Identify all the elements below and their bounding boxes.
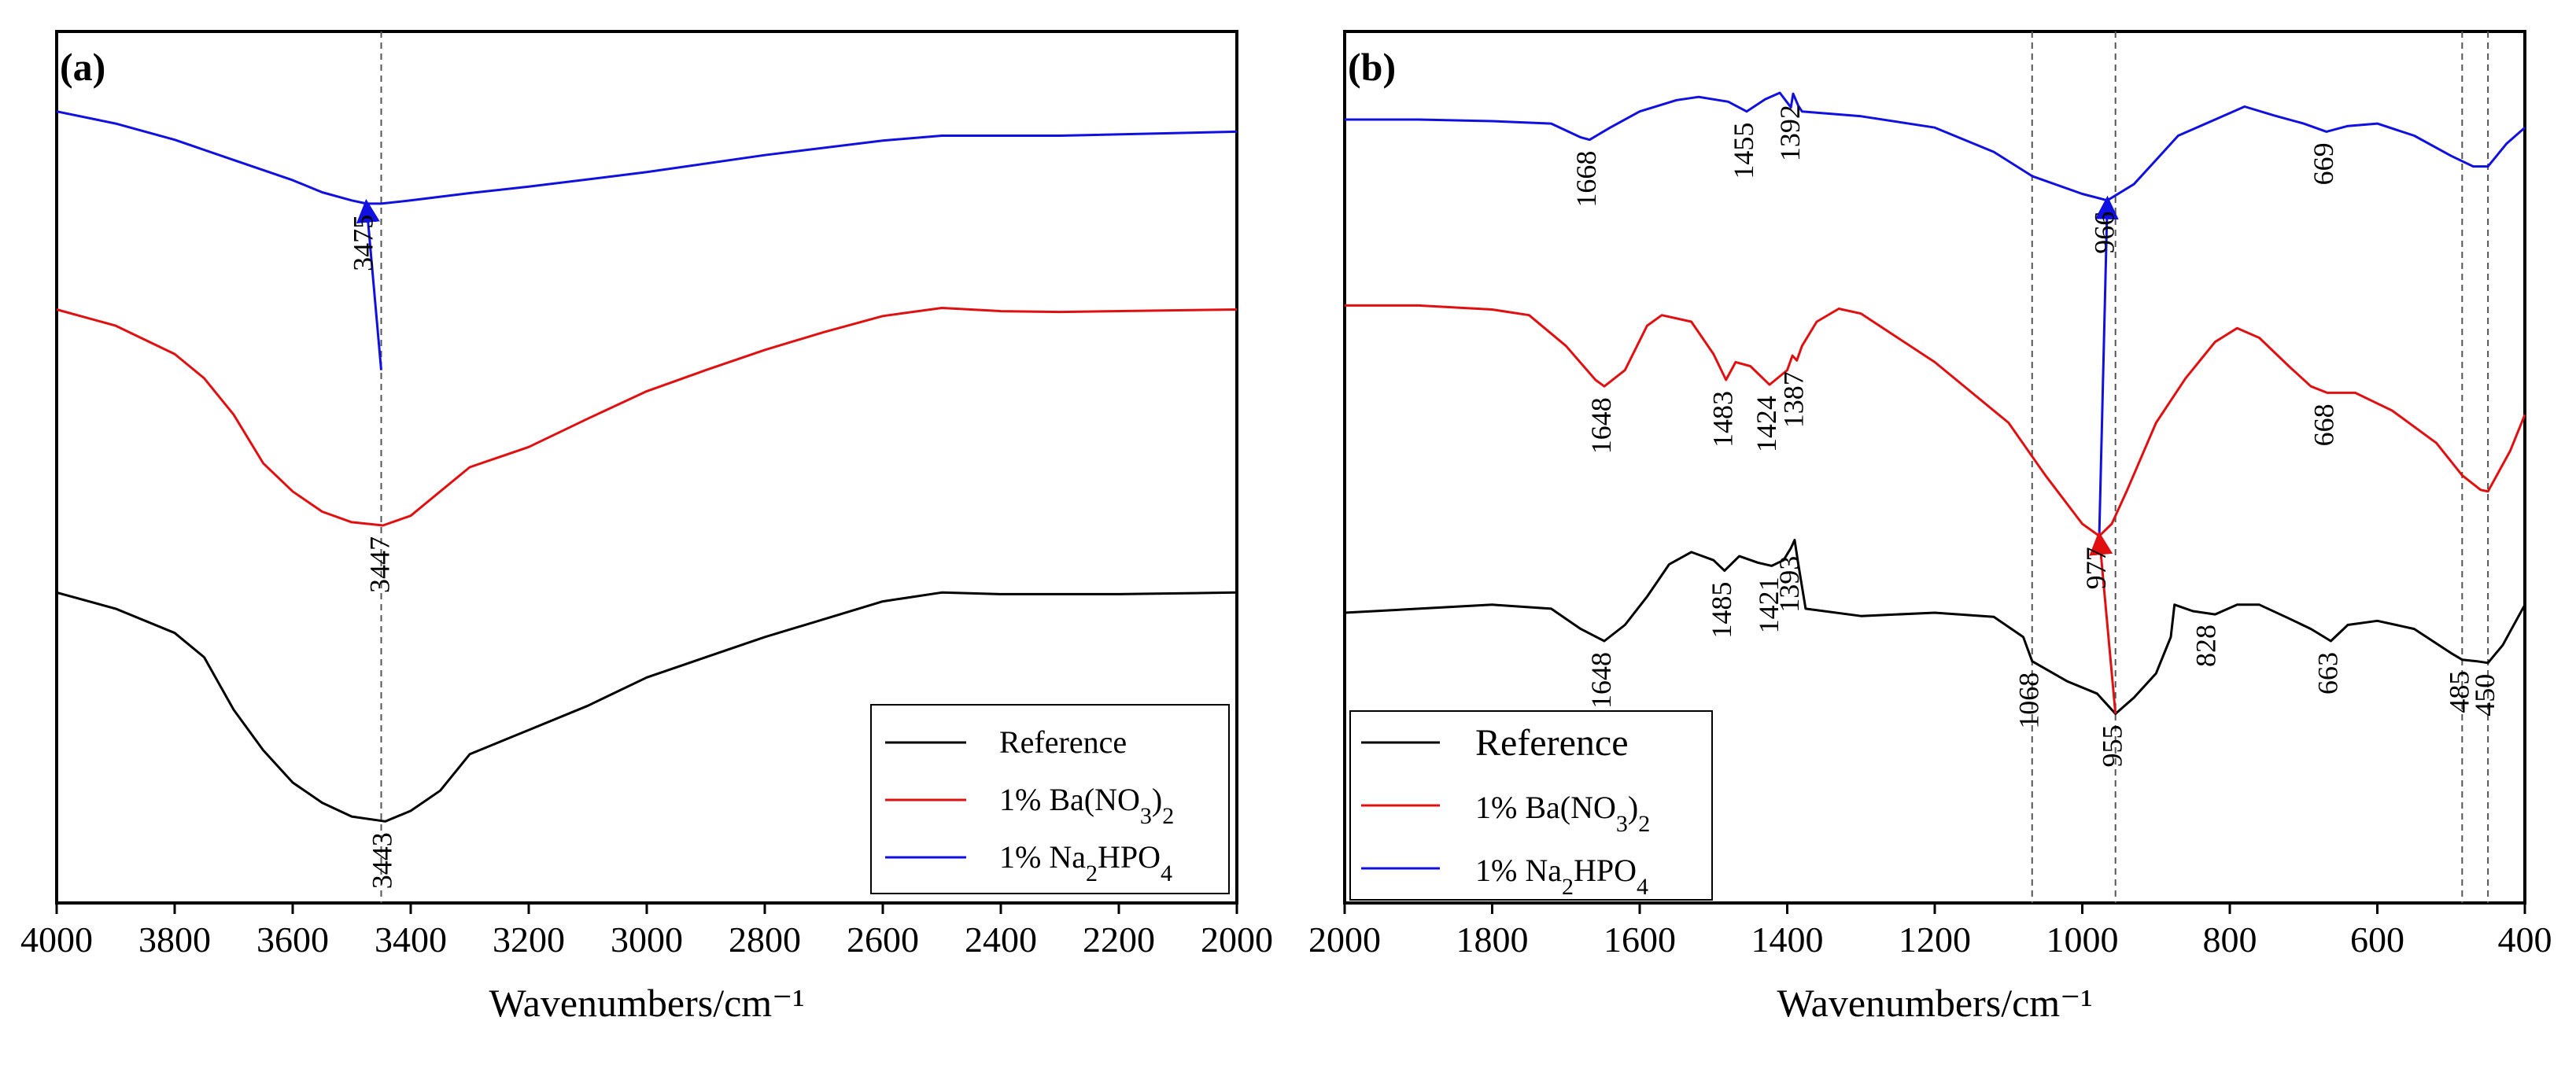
x-tick-label-3800: 3800	[138, 919, 211, 960]
x-tick-label-400: 400	[2498, 919, 2552, 960]
x-tick-label-2000: 2000	[1201, 919, 1273, 960]
series-line-reference	[1344, 539, 2526, 715]
shift-arrow-1	[2094, 195, 2119, 536]
panel-a-arrows	[356, 198, 382, 370]
x-tick-label-2600: 2600	[847, 919, 919, 960]
panel-b-legend-label-na: 1% Na2HPO4	[1475, 853, 1648, 900]
peak-label-828: 828	[2190, 625, 2222, 667]
peak-label-669: 669	[2308, 142, 2339, 185]
series-line-1-na2hpo4	[56, 110, 1238, 205]
x-tick-label-1200: 1200	[1899, 919, 1971, 960]
peak-label-663: 663	[2312, 652, 2343, 695]
panel-b-x-axis-ticks: 2000 1800 1600 1400 1200 1000 800 600 400	[1308, 903, 2552, 960]
peak-label-1392: 1392	[1774, 105, 1806, 161]
x-tick-label-800: 800	[2203, 919, 2257, 960]
peak-label-1648: 1648	[1585, 652, 1617, 709]
x-tick-label-600: 600	[2350, 919, 2404, 960]
peak-label-485: 485	[2443, 671, 2475, 713]
series-line-1-ba-no3-2	[1345, 304, 2526, 537]
panel-a-legend-label-reference: Reference	[999, 724, 1127, 760]
panel-b-series	[1344, 91, 2526, 715]
peak-label-1668: 1668	[1570, 151, 1602, 208]
x-tick-label-2200: 2200	[1083, 919, 1155, 960]
peak-label-668: 668	[2308, 404, 2340, 446]
panel-b-x-axis-title: Wavenumbers/cm⁻¹	[1777, 981, 2092, 1025]
peak-label-1393: 1393	[1773, 556, 1805, 613]
peak-label-3443: 3443	[367, 832, 398, 889]
peak-label-1648: 1648	[1585, 397, 1617, 454]
peak-label-977: 977	[2080, 547, 2112, 589]
peak-label-1455: 1455	[1728, 123, 1759, 179]
panel-a-chart: (a) 3475 3447 3443 4000 3800 3600 3400 3200 300…	[20, 30, 1273, 1025]
shift-arrow-1	[356, 198, 382, 370]
panel-b-label: (b)	[1348, 45, 1396, 89]
series-line-1-na2hpo4	[1345, 91, 2526, 202]
x-tick-label-2400: 2400	[965, 919, 1037, 960]
peak-label-1485: 1485	[1706, 582, 1737, 639]
x-tick-label-1000: 1000	[2046, 919, 2119, 960]
panel-b-legend-label-reference: Reference	[1475, 722, 1629, 764]
panel-a-legend-label-na: 1% Na2HPO4	[999, 839, 1172, 886]
x-tick-label-4000: 4000	[20, 919, 93, 960]
peak-label-3475: 3475	[348, 215, 379, 271]
shift-arrow-2	[2089, 531, 2117, 714]
panel-a-series	[56, 110, 1238, 823]
peak-label-966: 966	[2088, 212, 2120, 254]
peak-label-955: 955	[2097, 725, 2128, 768]
panel-a-legend-label-ba: 1% Ba(NO3)2	[999, 782, 1174, 829]
panel-b-arrows	[2089, 195, 2119, 714]
peak-label-1068: 1068	[2013, 672, 2045, 729]
x-tick-label-1600: 1600	[1604, 919, 1676, 960]
peak-label-1483: 1483	[1707, 391, 1739, 448]
panel-b-legend: Reference 1% Ba(NO3)2 1% Na2HPO4	[1349, 710, 1713, 901]
peak-label-1387: 1387	[1778, 371, 1810, 428]
x-tick-label-3000: 3000	[611, 919, 683, 960]
x-tick-label-3600: 3600	[256, 919, 329, 960]
panel-a-x-axis-title: Wavenumbers/cm⁻¹	[489, 981, 804, 1025]
panel-a-peak-labels: 3475 3447 3443	[348, 215, 398, 889]
x-tick-label-1800: 1800	[1456, 919, 1529, 960]
series-line-reference	[56, 591, 1238, 823]
peak-label-1424: 1424	[1751, 396, 1782, 452]
x-tick-label-1400: 1400	[1751, 919, 1824, 960]
panel-a-legend: Reference 1% Ba(NO3)2 1% Na2HPO4	[870, 704, 1230, 894]
panel-a-label: (a)	[60, 45, 105, 89]
peak-label-1421: 1421	[1753, 577, 1784, 633]
panel-b-legend-label-ba: 1% Ba(NO3)2	[1475, 790, 1650, 837]
peak-label-450: 450	[2469, 674, 2500, 717]
x-tick-label-3400: 3400	[375, 919, 447, 960]
x-tick-label-3200: 3200	[493, 919, 565, 960]
x-tick-label-2800: 2800	[729, 919, 801, 960]
x-tick-label-2000: 2000	[1308, 919, 1381, 960]
series-line-1-ba-no3-2	[56, 307, 1238, 527]
peak-label-3447: 3447	[364, 536, 396, 593]
panel-a-x-axis-ticks: 4000 3800 3600 3400 3200 3000 2800 2600 2400 2200…	[20, 903, 1273, 960]
